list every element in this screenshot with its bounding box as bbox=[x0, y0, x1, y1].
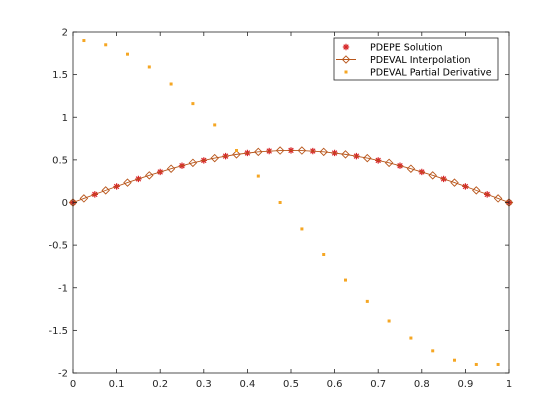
series-3-point bbox=[278, 201, 282, 204]
series-2-point bbox=[232, 150, 241, 159]
legend-item-3: PDEVAL Partial Derivative bbox=[344, 68, 492, 79]
series-2-point bbox=[319, 147, 328, 157]
series-2-point bbox=[297, 146, 307, 155]
y-tick-label: 1 bbox=[62, 113, 68, 124]
series-3-point bbox=[213, 123, 217, 127]
series-2-point bbox=[123, 178, 132, 187]
series-2-point bbox=[145, 171, 154, 180]
series-3-point bbox=[365, 299, 369, 303]
series-2-point bbox=[493, 194, 503, 203]
x-tick-label: 0.6 bbox=[327, 379, 343, 390]
series-2-point bbox=[79, 194, 89, 203]
series-3-point bbox=[147, 65, 151, 69]
legend-label: PDEVAL Interpolation bbox=[370, 55, 471, 66]
y-tick-label: -1 bbox=[58, 283, 68, 294]
legend-label: PDEPE Solution bbox=[370, 43, 443, 54]
series-3-point bbox=[300, 227, 304, 231]
x-tick-label: 0.1 bbox=[109, 379, 125, 390]
series-3-point bbox=[474, 362, 478, 366]
x-tick-label: 0.4 bbox=[239, 379, 255, 390]
series-2-point bbox=[254, 147, 263, 157]
y-tick-label: 2 bbox=[62, 28, 68, 39]
series-2-point bbox=[472, 186, 481, 195]
series-3-point bbox=[496, 362, 500, 366]
series-3 bbox=[82, 39, 500, 366]
legend-marker bbox=[341, 55, 351, 64]
series-2-point bbox=[275, 146, 285, 155]
legend-marker bbox=[344, 70, 348, 74]
series-3-point bbox=[387, 319, 391, 323]
series-3-point bbox=[191, 102, 195, 106]
y-tick-label: 0.5 bbox=[52, 155, 68, 166]
y-tick-label: -2 bbox=[58, 369, 68, 380]
series-3-point bbox=[453, 358, 456, 362]
legend-label: PDEVAL Partial Derivative bbox=[370, 68, 492, 79]
x-tick-label: 0.8 bbox=[414, 379, 430, 390]
legend-marker bbox=[342, 43, 350, 51]
series-3-point bbox=[322, 253, 326, 257]
series-2-point bbox=[101, 186, 110, 195]
series-2-point bbox=[450, 178, 459, 187]
y-tick-label: 1.5 bbox=[52, 70, 68, 81]
y-tick-label: 0 bbox=[62, 198, 68, 209]
series-2-point bbox=[210, 153, 219, 163]
series-2 bbox=[68, 146, 514, 207]
series-3-point bbox=[344, 278, 347, 282]
axes-layer: 0 0.1 0.2 0.3 0.4 0.5 0.6 0.7 0.8 0.9 1 -2 -1.5 -1 -0.… bbox=[48, 28, 512, 391]
series-3-point bbox=[82, 39, 86, 43]
x-tick-label: 0.7 bbox=[370, 379, 386, 390]
series-2-point bbox=[341, 150, 350, 159]
legend-box bbox=[333, 37, 499, 81]
y-tick-label: -0.5 bbox=[48, 241, 68, 252]
series-2-point bbox=[428, 171, 437, 180]
series-layer bbox=[68, 39, 514, 366]
series-3-point bbox=[169, 82, 173, 86]
x-tick-label: 0.2 bbox=[152, 379, 168, 390]
legend-item-2: PDEVAL Interpolation bbox=[336, 55, 471, 66]
series-2-line bbox=[72, 150, 510, 203]
series-2-point bbox=[406, 164, 416, 173]
x-tick-label: 1 bbox=[506, 379, 512, 390]
legend-item-1: PDEPE Solution bbox=[342, 43, 443, 54]
x-tick-label: 0.3 bbox=[196, 379, 212, 390]
series-3-point bbox=[235, 148, 238, 152]
x-tick-label: 0 bbox=[70, 379, 76, 390]
series-3-point bbox=[431, 349, 435, 353]
series-2-point bbox=[188, 158, 198, 168]
series-2-point bbox=[384, 158, 394, 168]
series-3-point bbox=[126, 52, 129, 56]
x-tick-label: 0.9 bbox=[457, 379, 473, 390]
series-3-point bbox=[409, 336, 413, 340]
series-2-point bbox=[166, 164, 176, 173]
x-tick-label: 0.5 bbox=[283, 379, 299, 390]
series-3-point bbox=[104, 43, 108, 47]
plot-area bbox=[73, 32, 509, 373]
series-3-point bbox=[256, 174, 260, 178]
y-tick-label: -1.5 bbox=[48, 326, 68, 337]
series-2-point bbox=[363, 153, 372, 163]
